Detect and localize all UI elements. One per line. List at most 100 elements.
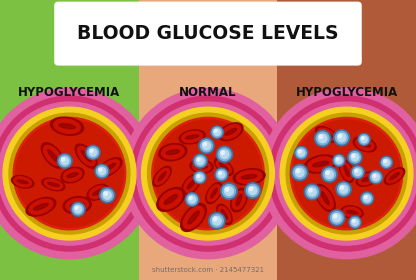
Circle shape	[141, 107, 275, 240]
Circle shape	[98, 167, 106, 175]
Circle shape	[123, 88, 293, 259]
Ellipse shape	[359, 173, 376, 185]
Ellipse shape	[390, 172, 399, 180]
Ellipse shape	[386, 169, 403, 183]
Circle shape	[336, 158, 339, 160]
Circle shape	[99, 168, 102, 171]
Ellipse shape	[233, 169, 265, 185]
Ellipse shape	[183, 206, 204, 229]
Ellipse shape	[93, 189, 103, 195]
Ellipse shape	[75, 144, 97, 168]
Circle shape	[351, 153, 359, 161]
Ellipse shape	[81, 150, 91, 162]
Circle shape	[333, 155, 345, 166]
Ellipse shape	[241, 174, 257, 179]
Circle shape	[0, 88, 155, 259]
Circle shape	[61, 157, 69, 165]
Text: HYPOGLYCEMIA: HYPOGLYCEMIA	[295, 86, 398, 99]
Circle shape	[308, 188, 316, 196]
Circle shape	[275, 102, 416, 245]
Ellipse shape	[190, 160, 213, 173]
Circle shape	[214, 129, 220, 136]
Ellipse shape	[47, 150, 57, 161]
Circle shape	[201, 140, 213, 152]
Circle shape	[97, 166, 107, 177]
Circle shape	[329, 210, 345, 226]
Circle shape	[373, 174, 376, 177]
Circle shape	[351, 165, 364, 179]
Circle shape	[89, 149, 97, 156]
Ellipse shape	[312, 161, 329, 167]
Ellipse shape	[61, 167, 84, 183]
Circle shape	[87, 147, 99, 158]
Ellipse shape	[12, 176, 34, 188]
Circle shape	[152, 117, 264, 230]
FancyBboxPatch shape	[54, 2, 362, 66]
Circle shape	[186, 193, 199, 206]
Circle shape	[296, 148, 306, 158]
Circle shape	[203, 142, 210, 150]
Ellipse shape	[353, 137, 376, 152]
Ellipse shape	[216, 160, 231, 174]
Circle shape	[249, 187, 253, 190]
Circle shape	[216, 146, 233, 162]
Ellipse shape	[206, 183, 222, 204]
Ellipse shape	[26, 197, 56, 216]
Ellipse shape	[54, 119, 80, 134]
Circle shape	[337, 134, 346, 142]
Circle shape	[75, 206, 78, 209]
Ellipse shape	[182, 174, 200, 194]
Circle shape	[13, 117, 126, 230]
Circle shape	[333, 214, 341, 222]
Ellipse shape	[236, 170, 262, 183]
Circle shape	[350, 218, 360, 227]
Circle shape	[148, 113, 268, 234]
Ellipse shape	[70, 203, 84, 207]
Ellipse shape	[63, 169, 82, 181]
Circle shape	[210, 214, 223, 227]
Ellipse shape	[104, 163, 116, 171]
Ellipse shape	[14, 177, 32, 187]
Circle shape	[74, 206, 82, 213]
Ellipse shape	[50, 117, 84, 135]
Circle shape	[196, 174, 203, 181]
Circle shape	[304, 184, 320, 200]
Circle shape	[62, 158, 65, 161]
Circle shape	[72, 204, 84, 215]
Circle shape	[352, 219, 358, 225]
Ellipse shape	[63, 197, 91, 214]
Ellipse shape	[161, 145, 184, 159]
Circle shape	[193, 171, 206, 184]
Circle shape	[193, 154, 207, 168]
Ellipse shape	[192, 161, 211, 172]
Circle shape	[0, 96, 147, 251]
Ellipse shape	[219, 163, 228, 171]
Ellipse shape	[48, 182, 59, 186]
Ellipse shape	[155, 168, 169, 185]
Text: NORMAL: NORMAL	[179, 86, 237, 99]
Circle shape	[338, 134, 342, 138]
Circle shape	[298, 150, 305, 156]
Circle shape	[220, 183, 237, 199]
Ellipse shape	[186, 135, 199, 139]
Circle shape	[340, 186, 344, 189]
Circle shape	[369, 171, 382, 184]
Circle shape	[336, 181, 351, 197]
Ellipse shape	[384, 168, 405, 185]
Circle shape	[290, 117, 403, 230]
Ellipse shape	[67, 173, 78, 178]
Circle shape	[213, 217, 217, 221]
Circle shape	[293, 120, 400, 227]
Circle shape	[221, 151, 225, 154]
Circle shape	[3, 107, 136, 240]
Circle shape	[336, 157, 342, 164]
Circle shape	[383, 159, 389, 165]
Ellipse shape	[221, 209, 228, 219]
Ellipse shape	[236, 194, 242, 206]
Circle shape	[331, 212, 343, 224]
Circle shape	[195, 172, 205, 182]
Circle shape	[249, 186, 257, 195]
Bar	[139, 0, 277, 280]
Circle shape	[219, 172, 221, 174]
Circle shape	[197, 175, 200, 178]
